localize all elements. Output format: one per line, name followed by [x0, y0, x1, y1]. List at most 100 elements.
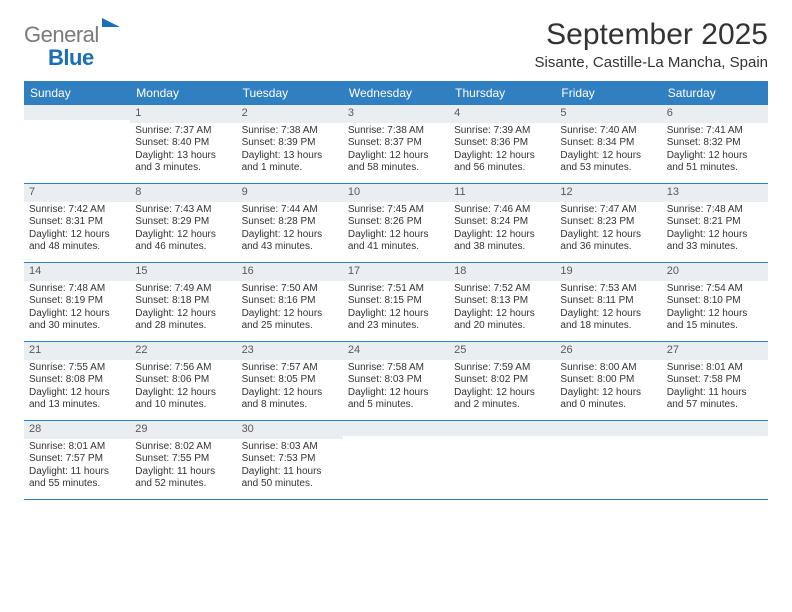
cell-line: Daylight: 11 hours and 50 minutes. [242, 466, 338, 491]
cell-line: Sunset: 8:03 PM [348, 374, 444, 387]
cell-line: Sunset: 8:28 PM [242, 216, 338, 229]
cell-line: Sunset: 8:11 PM [560, 295, 656, 308]
calendar-cell: 22Sunrise: 7:56 AMSunset: 8:06 PMDayligh… [130, 342, 236, 420]
month-title: September 2025 [535, 18, 768, 52]
calendar-cell: 10Sunrise: 7:45 AMSunset: 8:26 PMDayligh… [343, 184, 449, 262]
cell-line: Sunrise: 7:56 AM [135, 362, 231, 375]
cell-line: Daylight: 12 hours and 13 minutes. [29, 387, 125, 412]
cell-line: Daylight: 11 hours and 52 minutes. [135, 466, 231, 491]
day-number: 7 [24, 184, 130, 202]
cell-line: Sunset: 8:19 PM [29, 295, 125, 308]
day-number [343, 421, 449, 436]
cell-line: Daylight: 12 hours and 36 minutes. [560, 229, 656, 254]
brand-logo: General Blue [24, 18, 120, 70]
cell-line: Sunrise: 7:39 AM [454, 125, 550, 138]
cell-line: Sunset: 8:29 PM [135, 216, 231, 229]
cell-line: Sunrise: 7:48 AM [667, 204, 763, 217]
day-number: 15 [130, 263, 236, 281]
cell-line: Sunrise: 7:52 AM [454, 283, 550, 296]
day-number: 6 [662, 105, 768, 123]
weekday-header: Sunday Monday Tuesday Wednesday Thursday… [24, 81, 768, 105]
calendar-cell: 8Sunrise: 7:43 AMSunset: 8:29 PMDaylight… [130, 184, 236, 262]
cell-line: Daylight: 12 hours and 23 minutes. [348, 308, 444, 333]
cell-line: Sunrise: 7:42 AM [29, 204, 125, 217]
cell-line: Daylight: 11 hours and 57 minutes. [667, 387, 763, 412]
cell-line: Sunset: 8:05 PM [242, 374, 338, 387]
weekday-monday: Monday [130, 81, 236, 105]
cell-line: Sunrise: 7:44 AM [242, 204, 338, 217]
calendar-cell: 28Sunrise: 8:01 AMSunset: 7:57 PMDayligh… [24, 421, 130, 499]
day-number [24, 105, 130, 120]
calendar-cell: 27Sunrise: 8:01 AMSunset: 7:58 PMDayligh… [662, 342, 768, 420]
weekday-saturday: Saturday [662, 81, 768, 105]
title-block: September 2025 Sisante, Castille-La Manc… [535, 18, 768, 71]
day-number: 21 [24, 342, 130, 360]
cell-line: Sunrise: 7:45 AM [348, 204, 444, 217]
calendar-cell: 25Sunrise: 7:59 AMSunset: 8:02 PMDayligh… [449, 342, 555, 420]
cell-line: Sunset: 8:08 PM [29, 374, 125, 387]
cell-line: Daylight: 12 hours and 15 minutes. [667, 308, 763, 333]
weekday-sunday: Sunday [24, 81, 130, 105]
cell-line: Sunset: 8:24 PM [454, 216, 550, 229]
cell-line: Daylight: 12 hours and 8 minutes. [242, 387, 338, 412]
day-number [449, 421, 555, 436]
header: General Blue September 2025 Sisante, Cas… [24, 18, 768, 71]
cell-line: Sunrise: 8:02 AM [135, 441, 231, 454]
calendar-week: 7Sunrise: 7:42 AMSunset: 8:31 PMDaylight… [24, 184, 768, 263]
calendar-week: 14Sunrise: 7:48 AMSunset: 8:19 PMDayligh… [24, 263, 768, 342]
cell-line: Daylight: 12 hours and 53 minutes. [560, 150, 656, 175]
calendar-cell: 26Sunrise: 8:00 AMSunset: 8:00 PMDayligh… [555, 342, 661, 420]
cell-line: Sunset: 8:23 PM [560, 216, 656, 229]
arrow-icon [102, 18, 120, 27]
cell-line: Daylight: 12 hours and 41 minutes. [348, 229, 444, 254]
cell-line: Sunrise: 8:00 AM [560, 362, 656, 375]
cell-line: Sunset: 8:40 PM [135, 137, 231, 150]
day-number: 3 [343, 105, 449, 123]
calendar-cell: 2Sunrise: 7:38 AMSunset: 8:39 PMDaylight… [237, 105, 343, 183]
cell-line: Sunrise: 7:54 AM [667, 283, 763, 296]
calendar-cell: 16Sunrise: 7:50 AMSunset: 8:16 PMDayligh… [237, 263, 343, 341]
cell-line: Sunset: 8:31 PM [29, 216, 125, 229]
cell-line: Sunset: 8:15 PM [348, 295, 444, 308]
day-number: 27 [662, 342, 768, 360]
calendar-cell: 7 Sunrise: 7:42 AMSunset: 8:31 PMDaylight… [24, 184, 130, 262]
cell-line: Daylight: 12 hours and 20 minutes. [454, 308, 550, 333]
brand-part1: General [24, 22, 99, 47]
cell-line: Daylight: 13 hours and 3 minutes. [135, 150, 231, 175]
cell-line: Sunrise: 7:57 AM [242, 362, 338, 375]
weekday-friday: Friday [555, 81, 661, 105]
calendar-cell: 12Sunrise: 7:47 AMSunset: 8:23 PMDayligh… [555, 184, 661, 262]
calendar-cell: 29 Sunrise: 8:02 AMSunset: 7:55 PMDayligh… [130, 421, 236, 499]
cell-line: Sunrise: 7:38 AM [348, 125, 444, 138]
cell-line: Sunset: 7:55 PM [135, 453, 231, 466]
cell-line: Sunrise: 7:55 AM [29, 362, 125, 375]
cell-line: Sunset: 7:58 PM [667, 374, 763, 387]
calendar-cell [343, 421, 449, 499]
day-number: 29 [130, 421, 236, 439]
page: General Blue September 2025 Sisante, Cas… [0, 0, 792, 518]
cell-line: Daylight: 12 hours and 56 minutes. [454, 150, 550, 175]
cell-line: Sunset: 8:16 PM [242, 295, 338, 308]
cell-line: Daylight: 11 hours and 55 minutes. [29, 466, 125, 491]
calendar-cell: 19Sunrise: 7:53 AMSunset: 8:11 PMDayligh… [555, 263, 661, 341]
calendar-cell: 4Sunrise: 7:39 AMSunset: 8:36 PMDaylight… [449, 105, 555, 183]
day-number: 4 [449, 105, 555, 123]
cell-line: Sunrise: 7:59 AM [454, 362, 550, 375]
cell-line: Daylight: 12 hours and 38 minutes. [454, 229, 550, 254]
cell-line: Sunrise: 7:41 AM [667, 125, 763, 138]
cell-line: Sunrise: 8:01 AM [29, 441, 125, 454]
calendar-cell: 21 Sunrise: 7:55 AMSunset: 8:08 PMDayligh… [24, 342, 130, 420]
cell-line: Sunset: 8:13 PM [454, 295, 550, 308]
day-number: 14 [24, 263, 130, 281]
cell-line: Sunrise: 7:47 AM [560, 204, 656, 217]
cell-line: Sunset: 8:26 PM [348, 216, 444, 229]
calendar-cell: 5Sunrise: 7:40 AMSunset: 8:34 PMDaylight… [555, 105, 661, 183]
cell-line: Sunrise: 7:46 AM [454, 204, 550, 217]
cell-line: Sunset: 8:39 PM [242, 137, 338, 150]
day-number: 19 [555, 263, 661, 281]
day-number [662, 421, 768, 436]
cell-line: Daylight: 12 hours and 30 minutes. [29, 308, 125, 333]
cell-line: Daylight: 12 hours and 48 minutes. [29, 229, 125, 254]
cell-line: Sunset: 8:02 PM [454, 374, 550, 387]
weekday-wednesday: Wednesday [343, 81, 449, 105]
